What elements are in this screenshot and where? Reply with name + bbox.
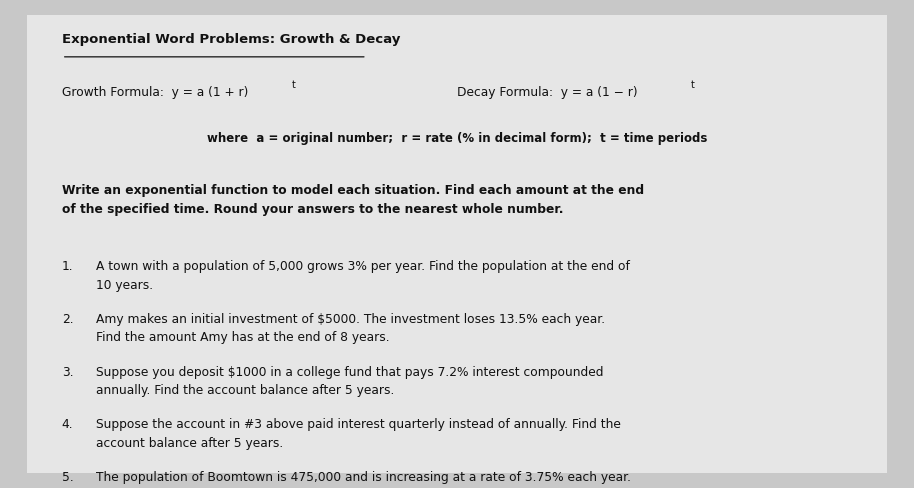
Text: Decay Formula:  y = a (1 − r): Decay Formula: y = a (1 − r) xyxy=(457,86,638,99)
Text: Write an exponential function to model each situation. Find each amount at the e: Write an exponential function to model e… xyxy=(62,184,643,216)
Text: 3.: 3. xyxy=(62,366,73,379)
Text: 2.: 2. xyxy=(62,313,73,326)
Text: Growth Formula:  y = a (1 + r): Growth Formula: y = a (1 + r) xyxy=(62,86,249,99)
Text: Exponential Word Problems: Growth & Decay: Exponential Word Problems: Growth & Deca… xyxy=(62,33,400,46)
Text: Amy makes an initial investment of $5000. The investment loses 13.5% each year.
: Amy makes an initial investment of $5000… xyxy=(96,313,605,345)
Text: 5.: 5. xyxy=(62,471,73,484)
Text: 1.: 1. xyxy=(62,260,73,273)
Text: Suppose you deposit $1000 in a college fund that pays 7.2% interest compounded
a: Suppose you deposit $1000 in a college f… xyxy=(96,366,603,397)
Text: The population of Boomtown is 475,000 and is increasing at a rate of 3.75% each : The population of Boomtown is 475,000 an… xyxy=(96,471,632,488)
Text: where  a = original number;  r = rate (% in decimal form);  t = time periods: where a = original number; r = rate (% i… xyxy=(207,132,707,144)
Text: t: t xyxy=(292,80,296,90)
Text: t: t xyxy=(691,80,695,90)
Text: A town with a population of 5,000 grows 3% per year. Find the population at the : A town with a population of 5,000 grows … xyxy=(96,260,630,291)
Text: 4.: 4. xyxy=(62,418,73,431)
Text: Suppose the account in #3 above paid interest quarterly instead of annually. Fin: Suppose the account in #3 above paid int… xyxy=(96,418,621,450)
